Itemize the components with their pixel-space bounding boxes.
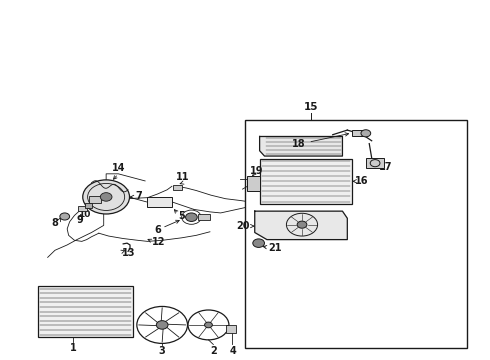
Bar bbox=[85, 203, 93, 208]
Text: 19: 19 bbox=[250, 166, 263, 176]
Text: 2: 2 bbox=[210, 346, 217, 356]
Polygon shape bbox=[260, 136, 343, 156]
Circle shape bbox=[100, 193, 112, 201]
Polygon shape bbox=[255, 211, 347, 240]
Text: 13: 13 bbox=[122, 248, 136, 258]
Circle shape bbox=[83, 180, 129, 214]
Text: 17: 17 bbox=[379, 162, 392, 172]
Text: 15: 15 bbox=[303, 102, 318, 112]
Bar bbox=[247, 176, 260, 190]
Circle shape bbox=[361, 130, 371, 137]
Text: 11: 11 bbox=[176, 172, 190, 182]
Text: 20: 20 bbox=[236, 221, 250, 231]
Bar bbox=[260, 158, 352, 204]
Circle shape bbox=[253, 239, 265, 247]
Circle shape bbox=[204, 322, 212, 328]
Circle shape bbox=[60, 213, 70, 220]
Circle shape bbox=[156, 321, 168, 329]
Text: 16: 16 bbox=[355, 176, 368, 186]
Bar bbox=[352, 130, 366, 136]
Text: 9: 9 bbox=[77, 215, 84, 225]
Bar bbox=[245, 121, 466, 348]
Text: 12: 12 bbox=[152, 238, 166, 247]
Bar bbox=[198, 214, 210, 220]
Bar bbox=[366, 158, 384, 168]
Text: 21: 21 bbox=[269, 243, 282, 253]
Text: 4: 4 bbox=[229, 346, 236, 356]
Text: 18: 18 bbox=[292, 139, 305, 149]
Bar bbox=[147, 197, 172, 207]
Text: 14: 14 bbox=[112, 163, 125, 173]
Circle shape bbox=[186, 213, 197, 221]
Bar bbox=[78, 206, 87, 211]
Bar bbox=[38, 286, 133, 337]
Text: 8: 8 bbox=[51, 218, 58, 228]
Bar bbox=[173, 185, 182, 190]
Text: 10: 10 bbox=[78, 210, 90, 219]
Circle shape bbox=[297, 221, 307, 228]
Text: 6: 6 bbox=[154, 225, 161, 235]
Text: 3: 3 bbox=[159, 346, 166, 356]
Text: 7: 7 bbox=[135, 191, 142, 201]
Bar bbox=[226, 325, 236, 333]
Text: 1: 1 bbox=[70, 343, 77, 354]
Bar bbox=[89, 195, 101, 203]
Text: 5: 5 bbox=[178, 211, 185, 221]
